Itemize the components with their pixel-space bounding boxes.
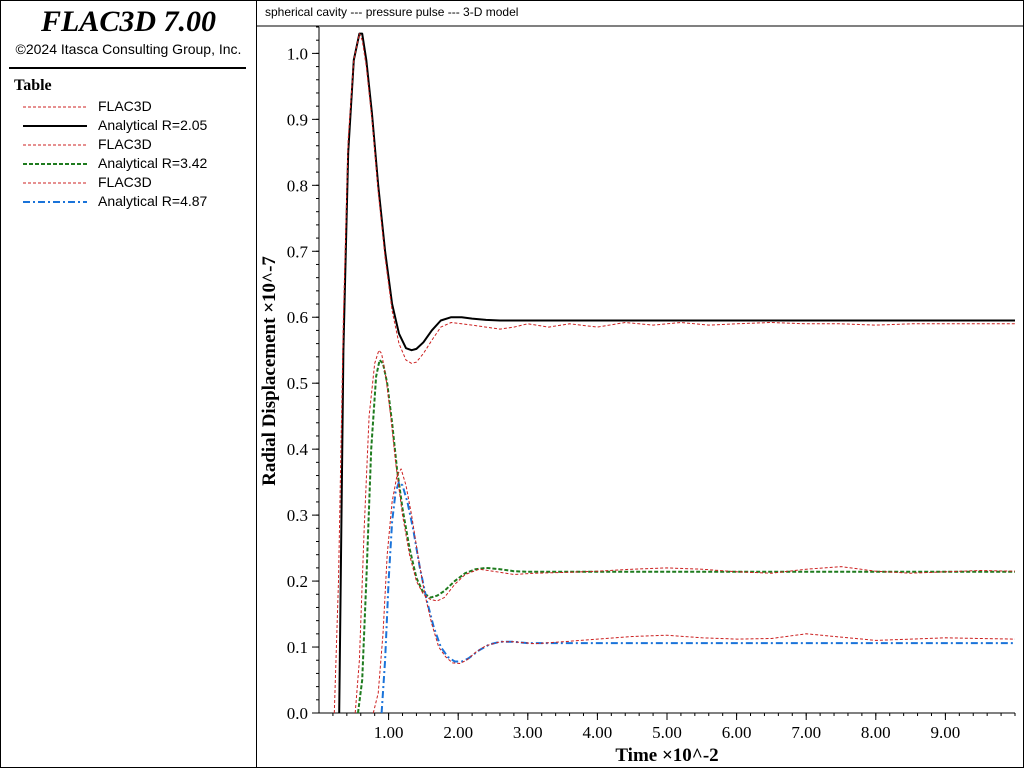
y-axis-title: Radial Displacement ×10^-7 xyxy=(259,256,280,486)
legend-label: Analytical R=2.05 xyxy=(98,117,208,133)
x-tick-label: 6.00 xyxy=(722,723,752,742)
legend-label: Analytical R=4.87 xyxy=(98,193,208,209)
legend-label: Analytical R=3.42 xyxy=(98,155,208,171)
legend-label: FLAC3D xyxy=(98,136,152,152)
y-tick-label: 0.0 xyxy=(287,704,308,723)
legend-panel: FLAC3D 7.00 ©2024 Itasca Consulting Grou… xyxy=(1,1,257,767)
legend-swatch xyxy=(23,163,87,165)
y-tick-label: 0.9 xyxy=(287,110,308,129)
series-line-3 xyxy=(354,349,1016,714)
x-tick-label: 3.00 xyxy=(513,723,543,742)
y-tick-label: 0.4 xyxy=(287,440,309,459)
legend-swatch xyxy=(23,201,87,203)
legend-swatch xyxy=(23,144,87,146)
series-line-0 xyxy=(338,32,1015,714)
legend-title: Table xyxy=(14,77,52,94)
y-tick-label: 0.6 xyxy=(287,308,308,327)
legend-swatch xyxy=(23,182,87,184)
x-tick-label: 2.00 xyxy=(443,723,473,742)
app-title: FLAC3D 7.00 xyxy=(40,5,217,38)
y-tick-label: 0.1 xyxy=(287,638,308,657)
x-axis-title: Time ×10^-2 xyxy=(615,745,718,766)
copyright-text: ©2024 Itasca Consulting Group, Inc. xyxy=(15,41,242,57)
x-tick-label: 1.00 xyxy=(374,723,404,742)
legend-item-analytical-r487[interactable]: Analytical R=4.87 xyxy=(1,192,256,211)
x-tick-label: 7.00 xyxy=(791,723,821,742)
legend-swatch xyxy=(23,125,87,127)
series-line-5 xyxy=(372,468,1016,714)
title-divider xyxy=(9,67,246,69)
legend-item-flac3d-3[interactable]: FLAC3D xyxy=(1,173,256,192)
y-tick-label: 0.8 xyxy=(287,176,308,195)
y-tick-label: 0.7 xyxy=(287,242,309,261)
y-tick-label: 0.5 xyxy=(287,374,308,393)
x-tick-label: 4.00 xyxy=(583,723,613,742)
legend-item-analytical-r205[interactable]: Analytical R=2.05 xyxy=(1,116,256,135)
x-tick-label: 9.00 xyxy=(931,723,961,742)
legend-item-flac3d-1[interactable]: FLAC3D xyxy=(1,97,256,116)
plot-area: 0.0 0.1 0.2 0.3 0.4 0.5 0.6 0.7 0.8 0.9 1.0 1.00 2.0… xyxy=(287,26,1016,742)
chart-title: spherical cavity --- pressure pulse --- … xyxy=(265,5,519,19)
legend-swatch xyxy=(23,106,87,108)
legend-item-analytical-r342[interactable]: Analytical R=3.42 xyxy=(1,154,256,173)
series-line-4 xyxy=(380,481,1015,714)
series-line-1 xyxy=(333,33,1015,714)
y-tick-label: 0.3 xyxy=(287,506,308,525)
series-line-2 xyxy=(357,359,1015,714)
y-tick-label: 1.0 xyxy=(287,44,308,63)
legend-label: FLAC3D xyxy=(98,174,152,190)
x-tick-label: 8.00 xyxy=(861,723,891,742)
x-tick-label: 5.00 xyxy=(652,723,682,742)
legend-label: FLAC3D xyxy=(98,98,152,114)
legend-item-flac3d-2[interactable]: FLAC3D xyxy=(1,135,256,154)
y-tick-label: 0.2 xyxy=(287,572,308,591)
